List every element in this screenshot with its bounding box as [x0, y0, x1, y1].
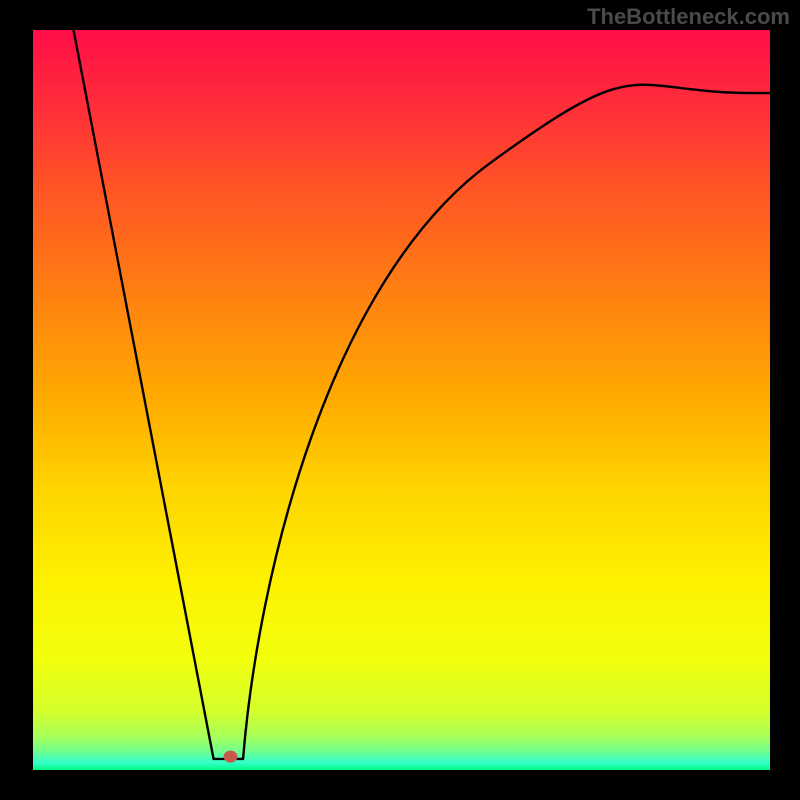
- optimal-point-dot: [224, 751, 238, 763]
- bottleneck-chart: [0, 0, 800, 800]
- chart-container: TheBottleneck.com: [0, 0, 800, 800]
- watermark-text: TheBottleneck.com: [587, 4, 790, 30]
